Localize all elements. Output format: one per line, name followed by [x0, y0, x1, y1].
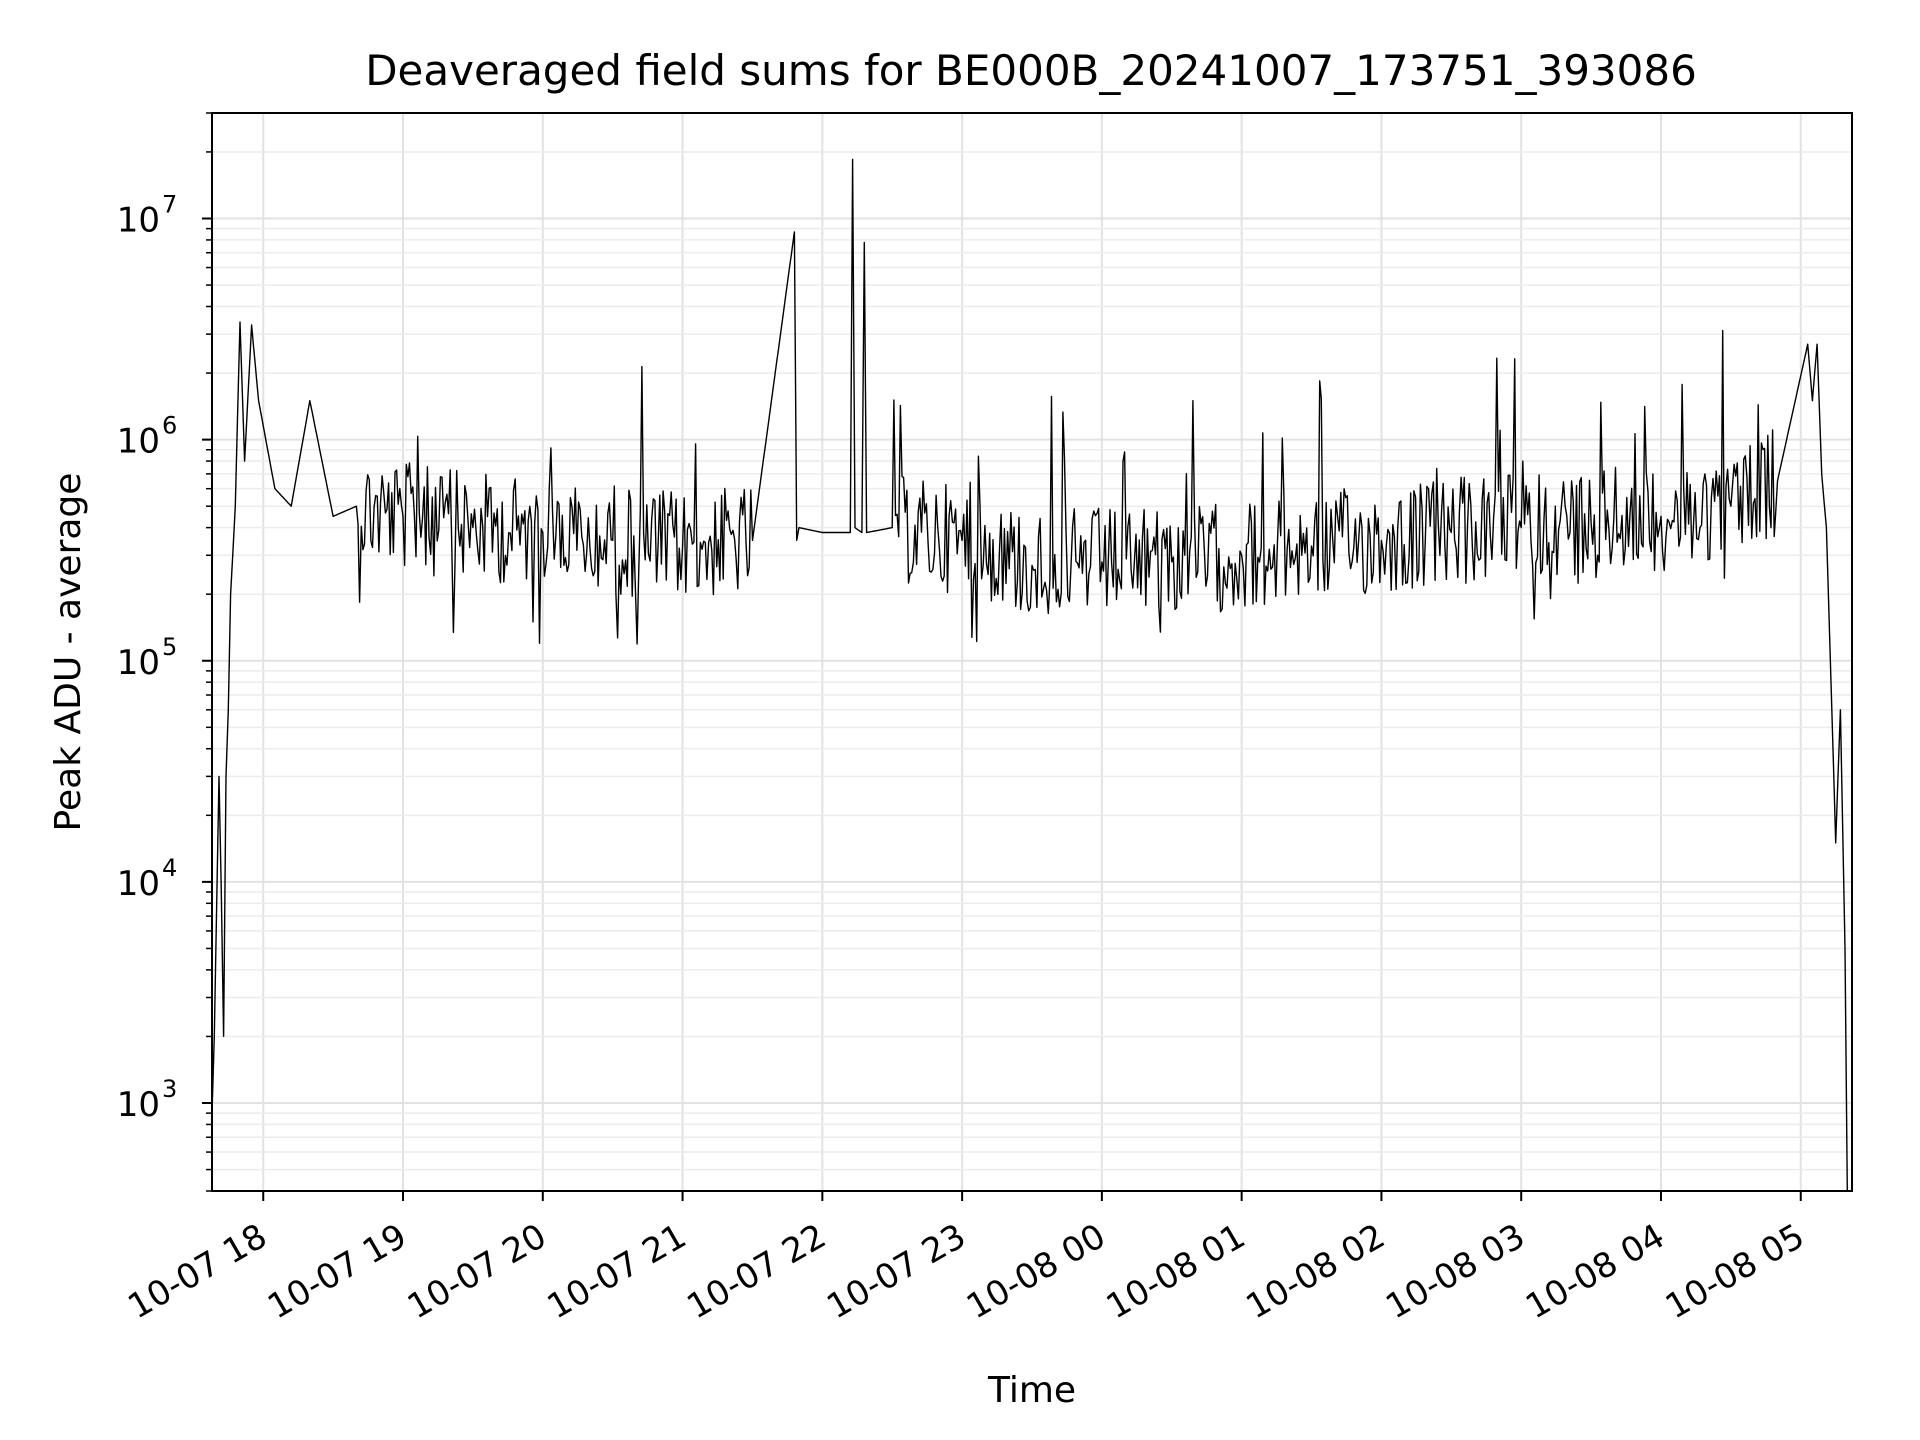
series-layer: [211, 158, 1848, 1192]
y-tick-exponent: 4: [162, 854, 177, 882]
y-tick-label: 10: [117, 422, 160, 462]
x-tick-label: 10-08 00: [960, 1216, 1112, 1327]
x-tick-label: 10-08 01: [1100, 1216, 1252, 1327]
y-tick-exponent: 5: [162, 633, 177, 661]
y-tick-label: 10: [117, 643, 160, 683]
x-tick-label: 10-07 21: [541, 1216, 693, 1327]
y-tick-exponent: 7: [162, 191, 177, 219]
y-tick-label: 10: [117, 1085, 160, 1125]
y-tick-label: 10: [117, 201, 160, 241]
series-line: [211, 158, 1848, 1192]
x-tick-label: 10-08 05: [1659, 1216, 1811, 1327]
x-tick-label: 10-07 19: [261, 1216, 413, 1327]
x-tick-label: 10-08 02: [1240, 1216, 1392, 1327]
y-tick-label: 10: [117, 864, 160, 904]
x-tick-label: 10-08 04: [1519, 1216, 1671, 1327]
x-tick-label: 10-07 22: [680, 1216, 832, 1327]
y-tick-exponent: 3: [162, 1075, 177, 1103]
chart-title: Deaveraged field sums for BE000B_2024100…: [365, 46, 1697, 95]
y-tick-exponent: 6: [162, 412, 177, 440]
grid: [212, 112, 1852, 1192]
x-tick-label: 10-07 23: [820, 1216, 972, 1327]
x-tick-label: 10-07 18: [121, 1216, 273, 1327]
x-tick-label: 10-07 20: [401, 1216, 553, 1327]
plot-frame: [211, 112, 1853, 1192]
x-tick-label: 10-08 03: [1379, 1216, 1531, 1327]
x-axis-label: Time: [987, 1370, 1076, 1411]
y-axis-label: Peak ADU - average: [48, 473, 89, 832]
